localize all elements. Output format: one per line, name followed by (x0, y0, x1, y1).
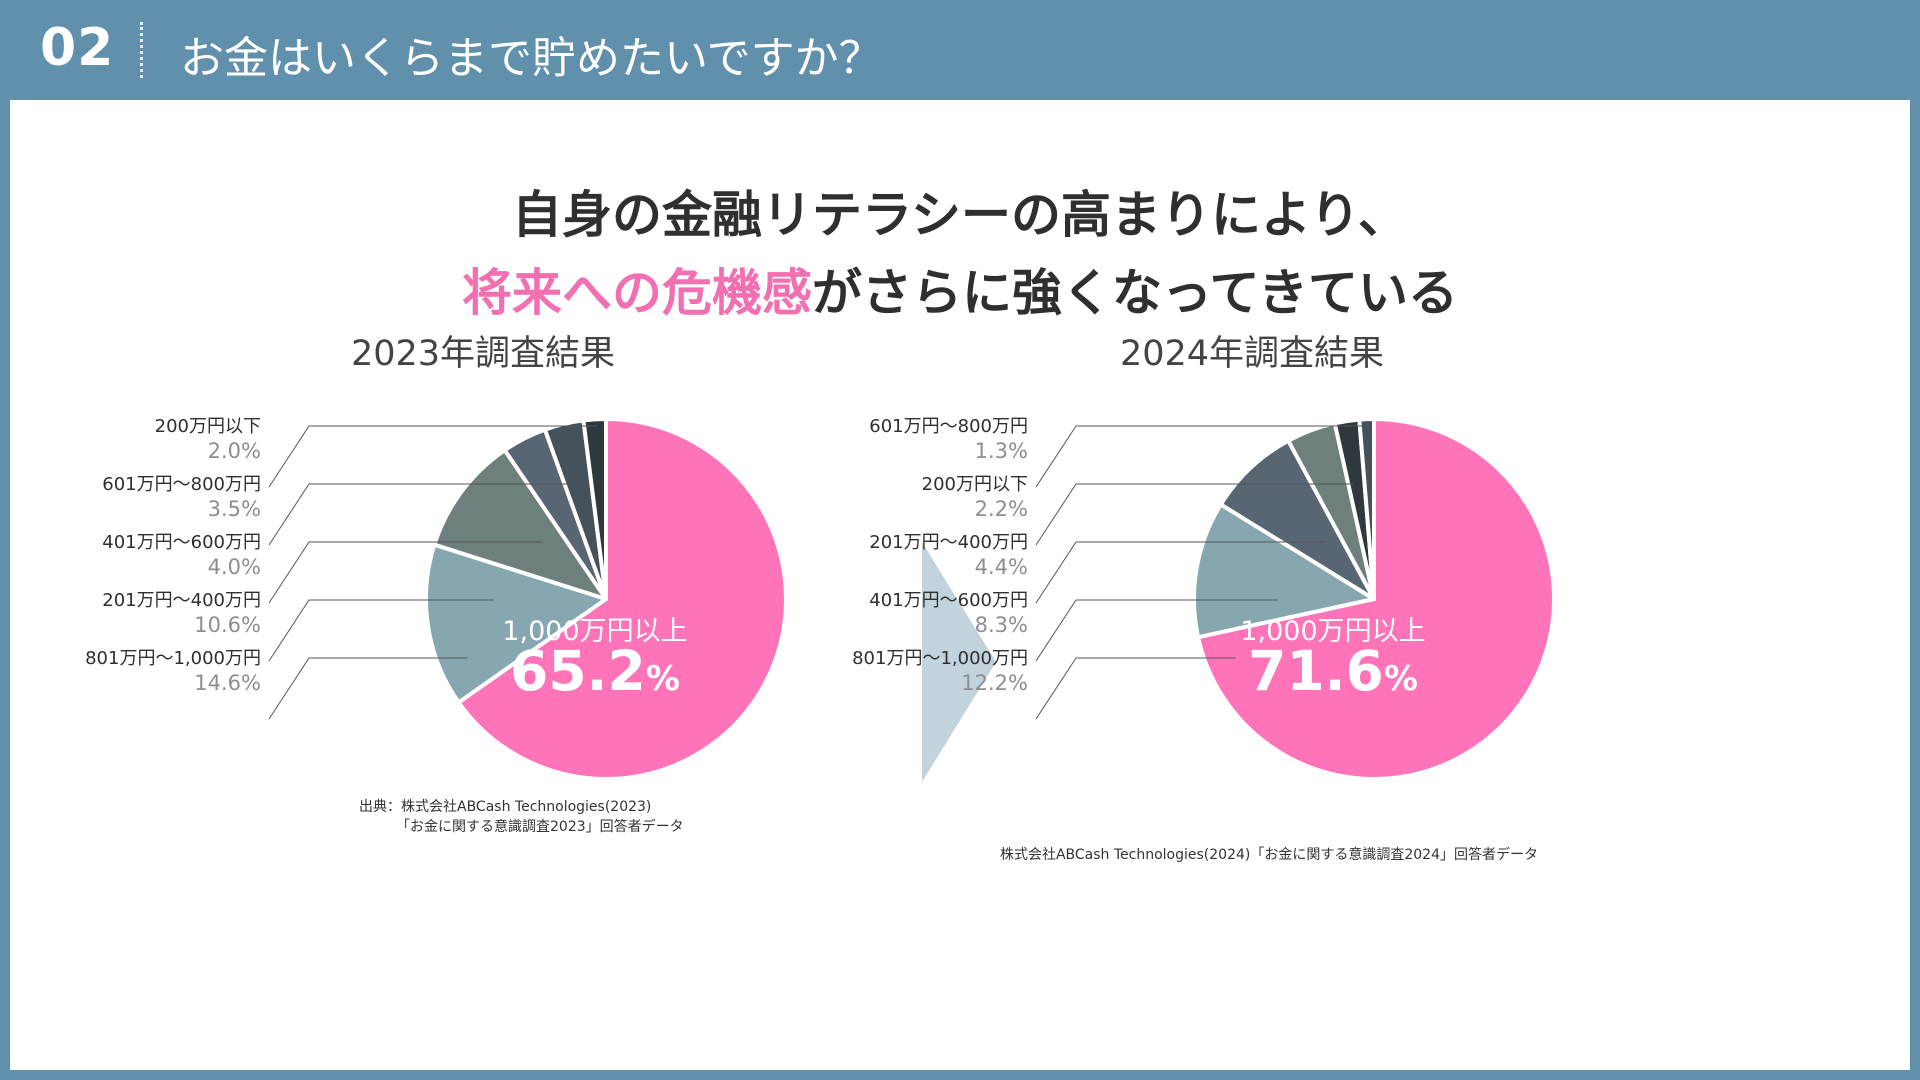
slice-label: 401万円～600万円 (869, 590, 1028, 611)
slice-label: 801万円～1,000万円 (85, 648, 261, 669)
slice-label: 401万円～600万円 (102, 532, 261, 553)
slice-label: 201万円～400万円 (869, 532, 1028, 553)
slice-label: 801万円～1,000万円 (852, 648, 1028, 669)
leader-line (1035, 483, 1353, 546)
pie-slice-main (456, 417, 788, 781)
leader-line (1035, 541, 1325, 604)
header-divider (140, 22, 143, 78)
slice-value: 4.0% (208, 555, 261, 579)
slice-value: 1.3% (975, 439, 1028, 463)
pie-slice-1 (1192, 502, 1376, 640)
slice-label: 200万円以下 (155, 416, 261, 437)
leader-line (268, 541, 543, 604)
slice-value: 10.6% (194, 613, 261, 637)
slice-value: 14.6% (194, 671, 261, 695)
slice-label: 601万円～800万円 (869, 416, 1028, 437)
leader-line (1035, 657, 1236, 720)
source-note: 出典：株式会社ABCash Technologies(2023) (359, 799, 651, 815)
main-slice-label: 1,000万円以上 (1240, 616, 1425, 647)
source-note-2: 「お金に関する意識調査2023」回答者データ (396, 818, 684, 835)
header-bar: 02 お金はいくらまで貯めたいですか？ (0, 0, 1920, 100)
slice-value: 2.2% (975, 497, 1028, 521)
chart-title: 2023年調査結果 (351, 334, 615, 374)
leader-line (268, 483, 574, 546)
headline-line2: 将来への危機感がさらに強くなってきている (10, 254, 1910, 332)
leader-line (268, 599, 494, 662)
leader-line (1035, 425, 1369, 488)
slice-value: 8.3% (975, 613, 1028, 637)
slice-value: 4.4% (975, 555, 1028, 579)
main-slice-label: 1,000万円以上 (502, 616, 687, 647)
slice-label: 200万円以下 (922, 474, 1028, 495)
pie-slice-5 (581, 417, 608, 601)
leader-line (268, 657, 468, 720)
leader-line (268, 425, 598, 488)
slice-value: 2.0% (208, 439, 261, 463)
pie-slice-2 (432, 448, 608, 601)
main-slice-unit: % (646, 659, 680, 699)
page-title: お金はいくらまで貯めたいですか？ (180, 33, 883, 84)
content-panel: 自身の金融リテラシーの高まりにより、 将来への危機感がさらに強くなってきている … (10, 100, 1910, 1070)
charts-canvas: 200万円以下2.0%601万円～800万円3.5%401万円～600万円4.0… (85, 334, 1556, 863)
source-note: 株式会社ABCash Technologies(2024)「お金に関する意識調査… (1000, 846, 1538, 863)
pie-slice-5 (1357, 417, 1376, 601)
pie-slice-main (1196, 417, 1556, 781)
headline-line1: 自身の金融リテラシーの高まりにより、 (512, 186, 1408, 244)
headline-rest: がさらに強くなってきている (812, 264, 1458, 322)
headline-highlight: 将来への危機感 (462, 264, 812, 322)
headline: 自身の金融リテラシーの高まりにより、 将来への危機感がさらに強くなってきている (10, 176, 1910, 332)
slice-label: 601万円～800万円 (102, 474, 261, 495)
slice-value: 12.2% (961, 671, 1028, 695)
slice-value: 3.5% (208, 497, 261, 521)
arrow-shape (922, 542, 996, 782)
slice-label: 201万円～400万円 (102, 590, 261, 611)
main-slice-unit: % (1384, 659, 1418, 699)
chart-title: 2024年調査結果 (1120, 334, 1384, 374)
section-number: 02 (40, 18, 115, 78)
pie-slice-1 (424, 542, 608, 705)
leader-line (1035, 599, 1278, 662)
